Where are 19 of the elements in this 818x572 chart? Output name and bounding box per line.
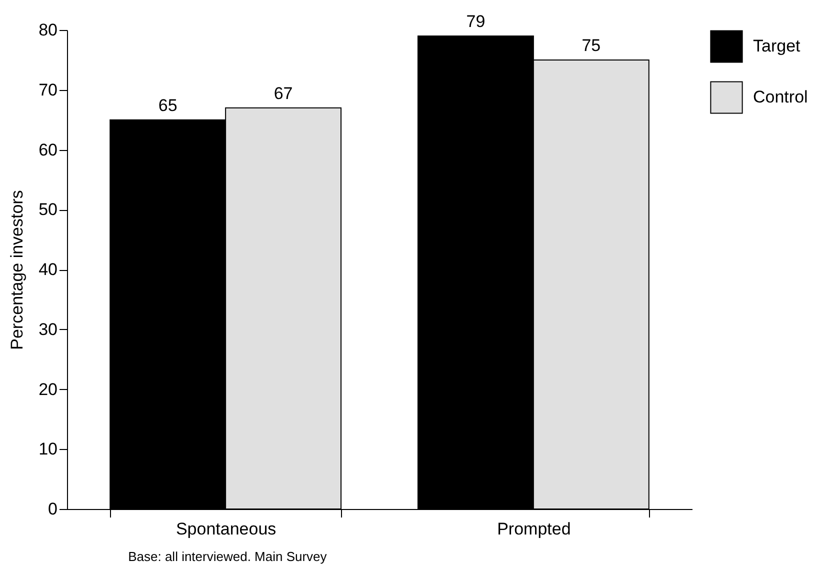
x-tick-label: Prompted [497, 520, 571, 538]
y-tick-label: 50 [38, 200, 58, 220]
y-tick-label: 0 [48, 500, 58, 518]
data-label: 65 [158, 96, 178, 115]
y-tick-label: 40 [38, 260, 58, 279]
x-tick-label: Spontaneous [176, 520, 276, 538]
y-tick-label: 70 [38, 80, 58, 100]
text: Base: all interviewed. Main Survey [128, 549, 328, 564]
y-axis-title: Percentage investors [8, 190, 27, 350]
y-tick-label: 10 [38, 440, 58, 459]
legend-label: Target [753, 36, 801, 56]
data-label: 75 [582, 36, 601, 55]
y-tick-label: 30 [38, 320, 58, 339]
y-tick-label: 60 [38, 140, 58, 160]
y-tick-label: 80 [38, 20, 58, 40]
data-label: 67 [274, 84, 293, 103]
data-label: 79 [466, 12, 486, 31]
legend-label: Control [753, 88, 808, 106]
y-tick-label: 20 [38, 380, 58, 399]
